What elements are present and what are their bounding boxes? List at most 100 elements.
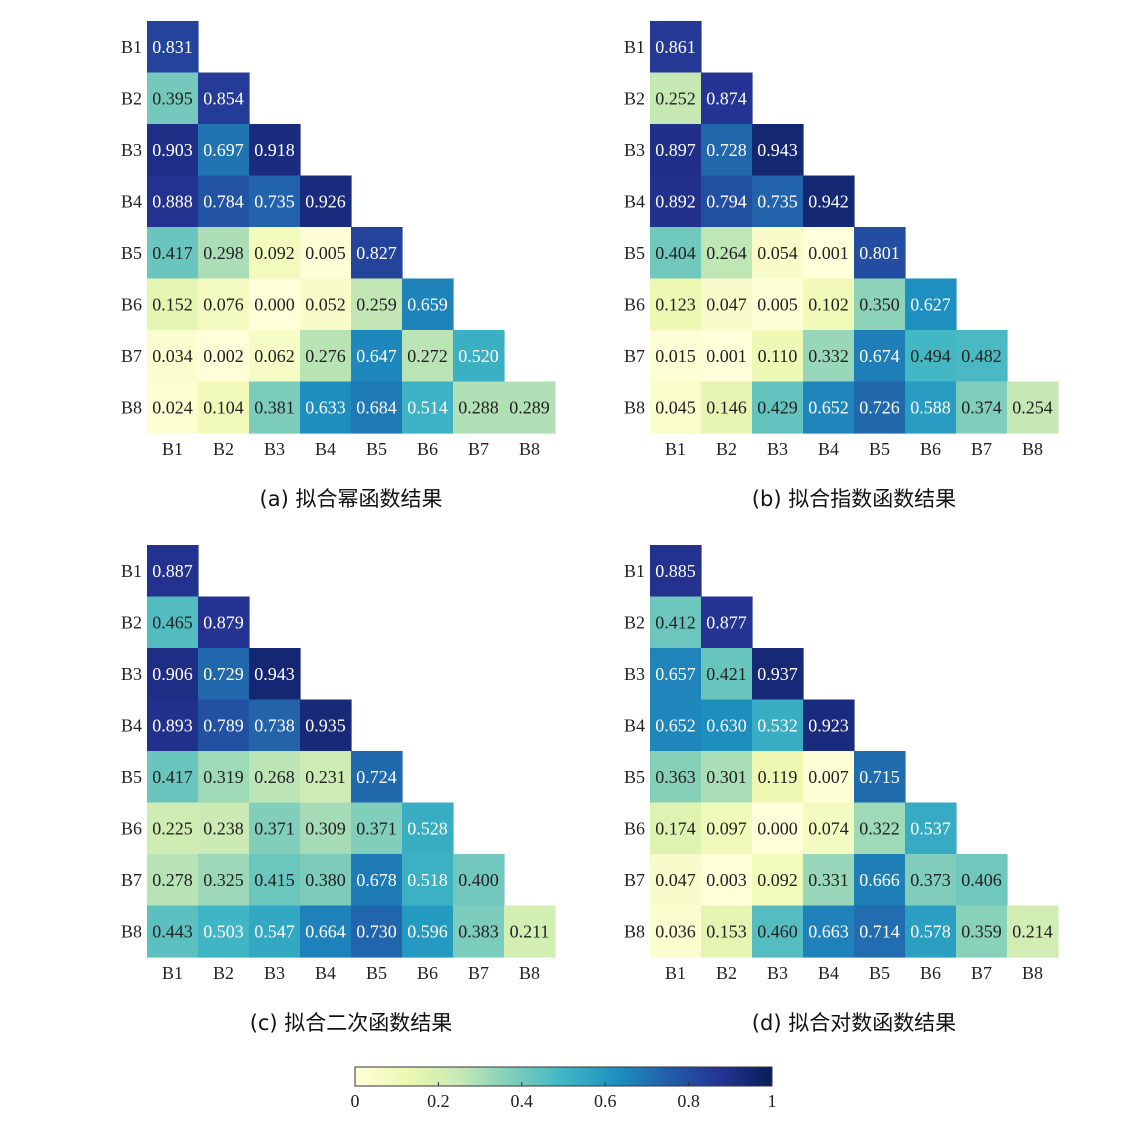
row-tick-label: B5 [121, 767, 142, 787]
heatmap-cell [650, 854, 702, 907]
heatmap-cell [803, 330, 855, 383]
cell-value-label: 0.268 [254, 767, 295, 787]
heatmap-cell [650, 227, 702, 280]
colorbar-tick-label: 1 [768, 1091, 777, 1111]
heatmap-cell [701, 751, 753, 804]
heatmap-cell [854, 905, 906, 958]
cell-value-label: 0.888 [152, 191, 193, 211]
cell-value-label: 0.047 [706, 294, 747, 314]
cell-value-label: 0.678 [356, 870, 397, 890]
heatmap-cell [198, 699, 250, 752]
heatmap-cell [249, 175, 301, 228]
cell-value-label: 0.735 [254, 191, 295, 211]
cell-value-label: 0.674 [859, 346, 900, 366]
cell-value-label: 0.494 [910, 346, 951, 366]
cell-value-label: 0.001 [808, 243, 849, 263]
heatmap-cell [701, 854, 753, 907]
heatmap-cell [198, 175, 250, 228]
heatmap-cell [905, 381, 957, 434]
heatmap-panel-a: 0.831 0.395 0.854 0.903 0.697 0.918 0.888 0.784… [121, 21, 556, 511]
cell-value-label: 0.735 [757, 191, 798, 211]
cell-value-label: 0.730 [356, 921, 397, 941]
heatmap-cell [198, 854, 250, 907]
heatmap-cell [650, 124, 702, 177]
cell-value-label: 0.238 [203, 818, 244, 838]
heatmap-cell [854, 227, 906, 280]
heatmap-cell [351, 802, 403, 855]
cell-value-label: 0.400 [458, 870, 499, 890]
colorbar-tick-label: 0.8 [677, 1091, 700, 1111]
colorbar-tick-label: 0.2 [427, 1091, 450, 1111]
cell-value-label: 0.854 [203, 88, 244, 108]
cell-value-label: 0.417 [152, 243, 193, 263]
heatmap-cell [402, 278, 454, 331]
cell-value-label: 0.252 [655, 88, 696, 108]
heatmap-cell [249, 751, 301, 804]
heatmap-cell [650, 330, 702, 383]
col-tick-label: B7 [971, 439, 992, 459]
cell-value-label: 0.047 [655, 870, 696, 890]
cell-value-label: 0.520 [458, 346, 499, 366]
heatmap-cell [147, 227, 199, 280]
cell-value-label: 0.893 [152, 715, 193, 735]
colorbar-tick-label: 0.4 [511, 1091, 534, 1111]
heatmap-cell [650, 648, 702, 701]
col-tick-label: B8 [1022, 439, 1043, 459]
row-tick-label: B7 [624, 870, 645, 890]
cell-value-label: 0.663 [808, 921, 849, 941]
cell-value-label: 0.596 [407, 921, 448, 941]
row-tick-label: B1 [121, 37, 142, 57]
col-tick-label: B5 [366, 439, 387, 459]
heatmap-cell [905, 905, 957, 958]
cell-value-label: 0.482 [961, 346, 1002, 366]
heatmap-cell [752, 227, 804, 280]
col-tick-label: B4 [818, 439, 839, 459]
row-tick-label: B2 [624, 88, 645, 108]
row-tick-label: B3 [624, 664, 645, 684]
heatmap-cell [198, 381, 250, 434]
heatmap-cell [650, 905, 702, 958]
row-tick-label: B8 [624, 397, 645, 417]
heatmap-cell [147, 175, 199, 228]
heatmap-cell [650, 596, 702, 649]
col-tick-label: B2 [716, 439, 737, 459]
heatmap-cell [752, 175, 804, 228]
heatmap-cell [147, 278, 199, 331]
cell-value-label: 0.383 [458, 921, 499, 941]
heatmap-cell [198, 751, 250, 804]
heatmap-cell [147, 545, 199, 598]
heatmap-cell [198, 596, 250, 649]
cell-value-label: 0.007 [808, 767, 849, 787]
col-tick-label: B8 [519, 963, 540, 983]
heatmap-cell [249, 648, 301, 701]
cell-value-label: 0.298 [203, 243, 244, 263]
heatmap-cell [1007, 905, 1059, 958]
row-tick-label: B5 [624, 243, 645, 263]
row-tick-label: B1 [624, 37, 645, 57]
heatmap-cell [147, 699, 199, 752]
cell-value-label: 0.906 [152, 664, 193, 684]
cell-value-label: 0.547 [254, 921, 295, 941]
cell-value-label: 0.119 [758, 767, 798, 787]
row-tick-label: B1 [121, 561, 142, 581]
cell-value-label: 0.942 [808, 191, 849, 211]
row-tick-label: B4 [624, 191, 645, 211]
heatmap-cell [198, 227, 250, 280]
heatmap-cell [147, 751, 199, 804]
heatmap-cell [854, 381, 906, 434]
heatmap-cell [198, 72, 250, 125]
cell-value-label: 0.325 [203, 870, 244, 890]
cell-value-label: 0.801 [859, 243, 900, 263]
heatmap-cell [803, 227, 855, 280]
heatmap-cell [752, 802, 804, 855]
cell-value-label: 0.153 [706, 921, 747, 941]
heatmap-cell [701, 330, 753, 383]
cell-value-label: 0.647 [356, 346, 397, 366]
cell-value-label: 0.465 [152, 612, 193, 632]
col-tick-label: B6 [417, 439, 438, 459]
panel-caption: (b) 拟合指数函数结果 [752, 487, 956, 511]
cell-value-label: 0.000 [757, 818, 798, 838]
col-tick-label: B6 [417, 963, 438, 983]
cell-value-label: 0.460 [757, 921, 798, 941]
